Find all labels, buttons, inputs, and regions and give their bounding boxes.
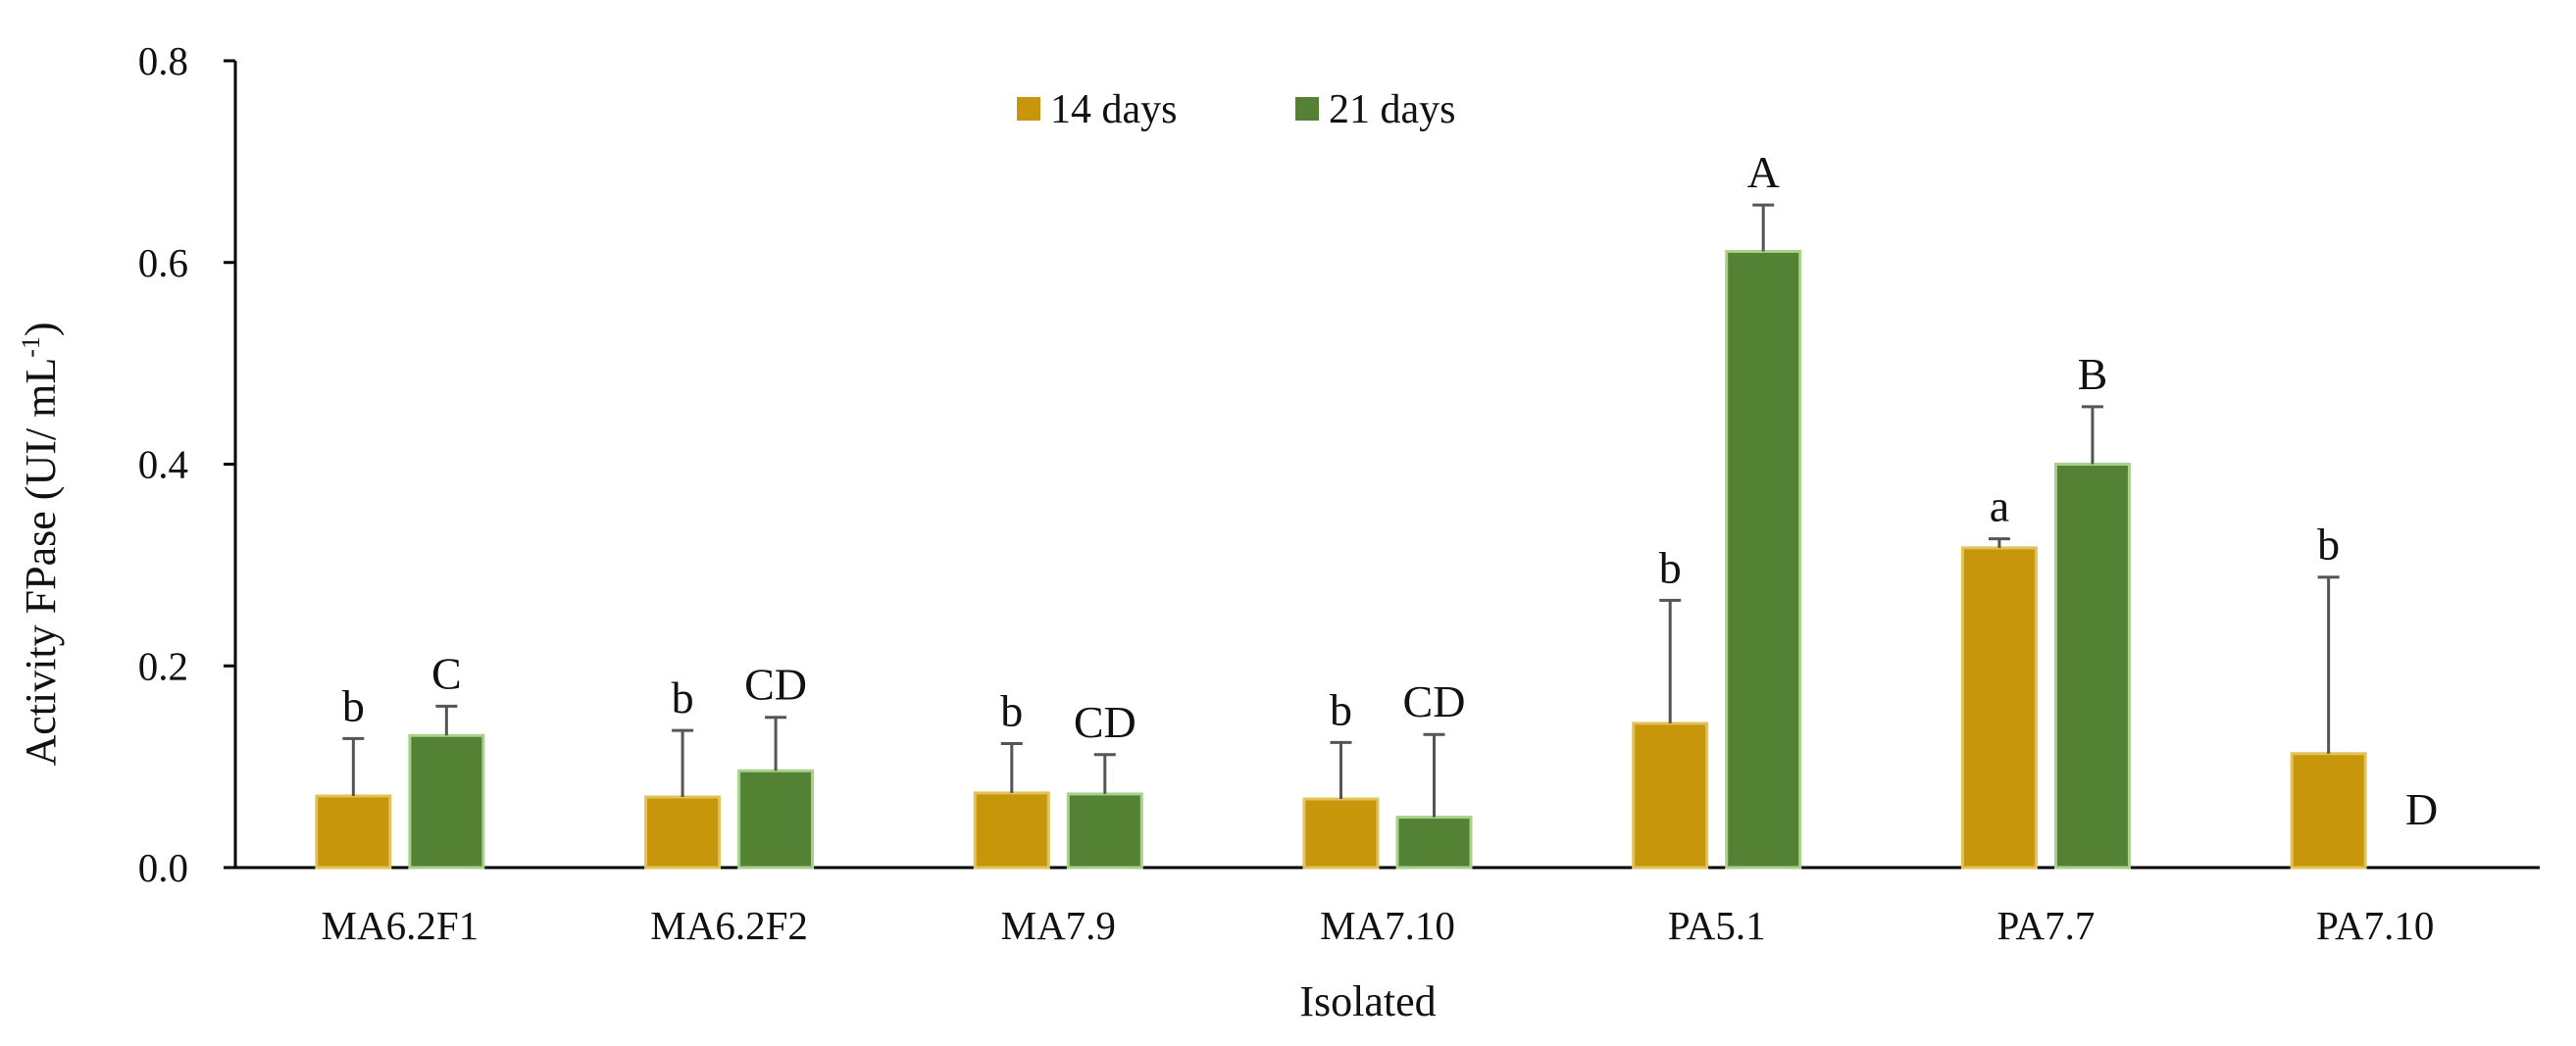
legend-swatch-14-days [1017,97,1040,121]
legend-label-21-days: 21 days [1329,87,1456,132]
category-label: PA7.10 [2316,903,2434,948]
significance-label: A [1747,147,1780,197]
bar-14-days [1302,797,1380,870]
category-label: MA6.2F2 [650,903,808,948]
category-label: MA7.10 [1320,903,1455,948]
y-axis-title-superscript: -1 [17,336,45,358]
significance-label: CD [1074,697,1136,747]
significance-label: b [342,680,365,730]
bar-21-days [2053,463,2131,870]
y-axis-title-close: ) [17,322,65,336]
significance-label: b [672,672,694,722]
bar-14-days [973,791,1050,870]
y-axis-title: Activity FPase (UI/ mL-1) [17,322,65,766]
y-tick-label: 0.2 [138,643,188,688]
y-axis-title-main: Activity FPase (UI/ mL [17,358,65,767]
bar-14-days [1632,722,1709,870]
y-tick-label: 0.0 [138,845,188,890]
significance-label: b [1330,684,1352,734]
bar-14-days [1960,546,2038,870]
bar-14-days [315,794,392,870]
legend: 14 days 21 days [1017,87,1456,132]
bar-14-days [2290,752,2367,870]
labels: MA6.2F1 b C MA6.2F2 b CD MA7.9 b CD MA7.10 b CD PA5.… [322,147,2439,948]
bar-14-days [644,795,722,870]
significance-label: b [2317,520,2340,570]
y-tick-label: 0.8 [138,38,188,83]
y-tick-label: 0.6 [138,240,188,285]
significance-label: b [1659,542,1682,592]
category-label: PA5.1 [1668,903,1766,948]
significance-label: CD [744,660,807,710]
significance-label: C [431,648,462,698]
bar-21-days [408,733,485,870]
bar-21-days [1066,792,1143,870]
bar-21-days [1395,816,1473,870]
category-label: MA7.9 [1001,903,1116,948]
x-axis-title: Isolated [1299,977,1436,1025]
bar-21-days [1725,249,1802,870]
legend-swatch-21-days [1295,97,1319,121]
significance-label: B [2078,349,2108,399]
y-tick-label: 0.4 [138,442,188,487]
axes: 0.0 0.2 0.4 0.6 0.8 [138,38,2540,890]
category-label: MA6.2F1 [322,903,480,948]
legend-label-14-days: 14 days [1050,87,1178,132]
significance-label: CD [1403,676,1466,726]
significance-label: b [1000,685,1023,735]
significance-label: D [2405,784,2438,834]
category-label: PA7.7 [1996,903,2095,948]
bar-21-days [737,769,815,870]
bars [315,203,2367,870]
significance-label: a [1990,481,2009,531]
